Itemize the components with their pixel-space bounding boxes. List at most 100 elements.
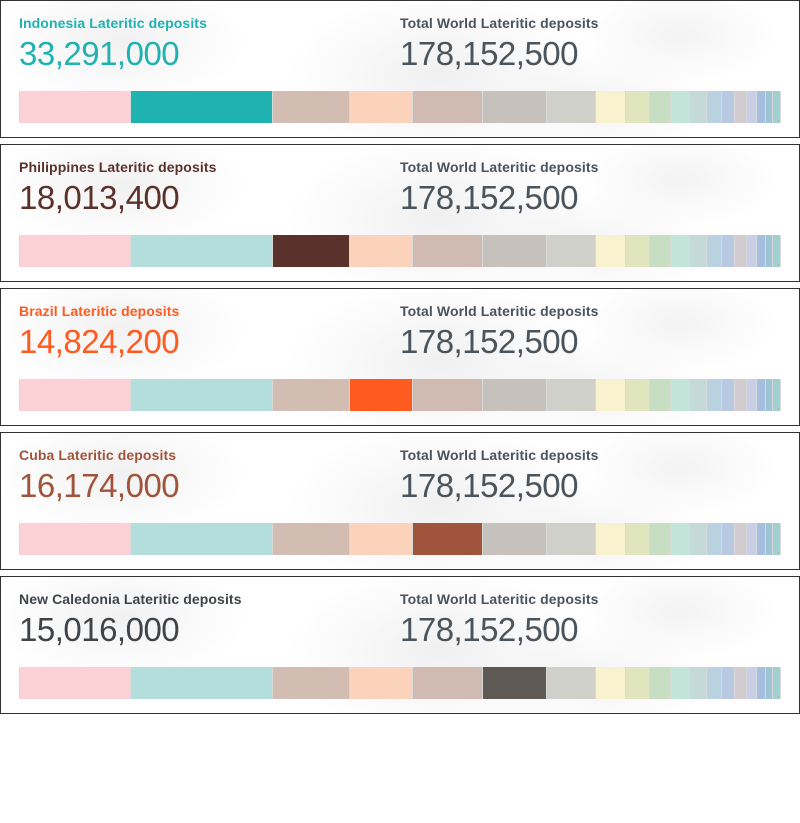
bar-segment-highlight: [273, 235, 350, 267]
bar-segment: [483, 235, 547, 267]
country-value: 33,291,000: [19, 35, 400, 73]
bar-segment: [650, 235, 671, 267]
country-label: Philippines Lateritic deposits: [19, 159, 400, 175]
bar-segment: [735, 379, 746, 411]
bar-segment: [671, 235, 690, 267]
total-column: Total World Lateritic deposits 178,152,50…: [400, 15, 781, 73]
bar-segment: [626, 235, 650, 267]
bar-segment: [273, 91, 350, 123]
deposit-card: Indonesia Lateritic deposits33,291,000To…: [0, 0, 800, 138]
bar-segment: [671, 523, 690, 555]
bar-segment: [773, 91, 781, 123]
bar-segment: [547, 235, 596, 267]
bar-segment: [20, 523, 131, 555]
bar-segment: [707, 667, 721, 699]
bar-segment: [413, 91, 482, 123]
bar-segment: [747, 235, 757, 267]
total-value: 178,152,500: [400, 611, 781, 649]
proportion-bar: [19, 91, 781, 123]
card-header-row: New Caledonia Lateritic deposits 15,016,0…: [19, 591, 781, 649]
bar-segment: [596, 235, 626, 267]
proportion-bar-wrap: [19, 91, 781, 123]
bar-segment: [766, 523, 774, 555]
bar-segment-highlight: [483, 667, 547, 699]
bar-segment: [735, 91, 746, 123]
bar-segment: [707, 91, 721, 123]
bar-segment: [547, 667, 596, 699]
deposit-card: Philippines Lateritic deposits 18,013,400…: [0, 144, 800, 282]
bar-segment: [690, 235, 707, 267]
bar-segment: [626, 91, 650, 123]
total-value: 178,152,500: [400, 35, 781, 73]
bar-segment: [273, 523, 350, 555]
total-label: Total World Lateritic deposits: [400, 15, 781, 31]
country-column: Brazil Lateritic deposits 14,824,200: [19, 303, 400, 361]
bar-segment: [273, 379, 350, 411]
bar-segment: [273, 667, 350, 699]
bar-segment: [20, 667, 131, 699]
total-value: 178,152,500: [400, 467, 781, 505]
bar-segment: [413, 667, 482, 699]
bar-segment: [483, 523, 547, 555]
bar-segment: [596, 379, 626, 411]
card-header-row: Indonesia Lateritic deposits33,291,000To…: [19, 15, 781, 73]
country-value: 14,824,200: [19, 323, 400, 361]
bar-segment: [757, 379, 766, 411]
bar-segment: [757, 667, 766, 699]
bar-segment: [547, 523, 596, 555]
card-header-row: Brazil Lateritic deposits 14,824,200Total…: [19, 303, 781, 361]
total-value: 178,152,500: [400, 323, 781, 361]
total-column: Total World Lateritic deposits 178,152,50…: [400, 303, 781, 361]
bar-segment: [650, 523, 671, 555]
bar-segment: [413, 379, 482, 411]
bar-segment: [766, 91, 774, 123]
bar-segment: [735, 667, 746, 699]
proportion-bar-wrap: [19, 379, 781, 411]
bar-segment: [722, 235, 736, 267]
country-label: Brazil Lateritic deposits: [19, 303, 400, 319]
bar-segment: [722, 667, 736, 699]
bar-segment: [773, 235, 781, 267]
bar-segment: [350, 523, 413, 555]
bar-segment: [626, 667, 650, 699]
bar-segment: [690, 91, 707, 123]
total-label: Total World Lateritic deposits: [400, 591, 781, 607]
bar-segment: [747, 91, 757, 123]
bar-segment-highlight: [131, 91, 273, 123]
bar-segment: [747, 667, 757, 699]
country-label: New Caledonia Lateritic deposits: [19, 591, 400, 607]
card-header-row: Philippines Lateritic deposits 18,013,400…: [19, 159, 781, 217]
bar-segment: [671, 379, 690, 411]
deposit-card: New Caledonia Lateritic deposits 15,016,0…: [0, 576, 800, 714]
bar-segment: [707, 235, 721, 267]
bar-segment: [722, 379, 736, 411]
bar-segment: [131, 235, 273, 267]
country-column: Philippines Lateritic deposits 18,013,400: [19, 159, 400, 217]
bar-segment: [766, 235, 774, 267]
country-value: 16,174,000: [19, 467, 400, 505]
bar-segment: [735, 523, 746, 555]
bar-segment: [650, 91, 671, 123]
total-label: Total World Lateritic deposits: [400, 303, 781, 319]
bar-segment: [626, 523, 650, 555]
proportion-bar-wrap: [19, 235, 781, 267]
bar-segment: [20, 91, 131, 123]
country-value: 15,016,000: [19, 611, 400, 649]
bar-segment: [735, 235, 746, 267]
total-label: Total World Lateritic deposits: [400, 447, 781, 463]
bar-segment: [20, 379, 131, 411]
bar-segment: [707, 379, 721, 411]
proportion-bar-wrap: [19, 523, 781, 555]
bar-segment: [596, 667, 626, 699]
bar-segment: [747, 379, 757, 411]
deposit-card: Cuba Lateritic deposits16,174,000Total W…: [0, 432, 800, 570]
bar-segment: [413, 235, 482, 267]
bar-segment: [766, 667, 774, 699]
bar-segment: [131, 523, 273, 555]
bar-segment: [350, 91, 413, 123]
proportion-bar: [19, 523, 781, 555]
country-value: 18,013,400: [19, 179, 400, 217]
bar-segment: [671, 667, 690, 699]
bar-segment-highlight: [350, 379, 413, 411]
bar-segment: [757, 523, 766, 555]
